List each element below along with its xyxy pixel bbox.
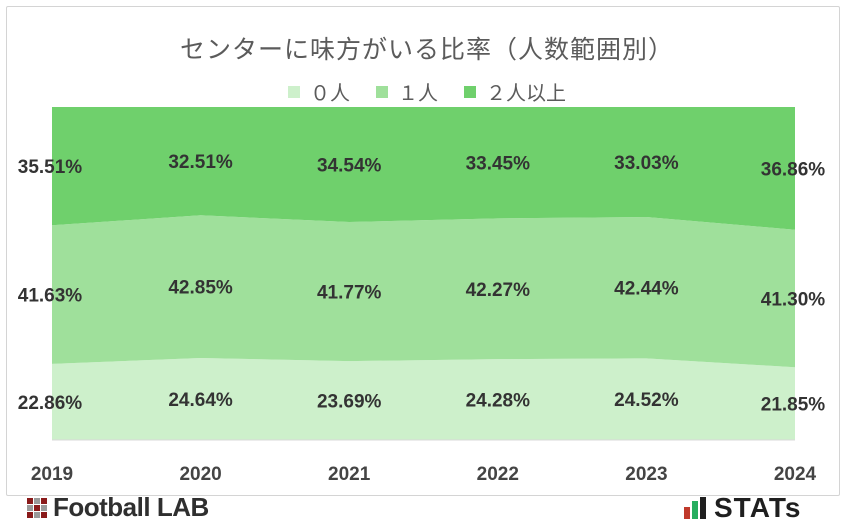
data-label-s2-5: 36.86% xyxy=(761,159,826,180)
data-label-s0-4: 24.52% xyxy=(614,390,679,411)
x-tick-label-2023: 2023 xyxy=(625,464,667,485)
legend-swatch-two-plus xyxy=(464,85,476,98)
data-label-s1-1: 42.85% xyxy=(168,278,233,299)
legend-swatch-one xyxy=(376,85,388,98)
legend-swatch-zero xyxy=(288,85,300,98)
data-label-s2-4: 33.03% xyxy=(614,153,679,174)
legend-item-two-plus: ２人以上 xyxy=(464,77,566,106)
legend-label-one: １人 xyxy=(398,81,438,105)
x-tick-label-2022: 2022 xyxy=(477,464,519,485)
football-lab-grid-icon xyxy=(27,497,47,518)
stats-bars-icon xyxy=(684,497,706,519)
data-label-s0-3: 24.28% xyxy=(466,391,531,412)
data-label-s1-4: 42.44% xyxy=(614,279,679,300)
data-label-s2-1: 32.51% xyxy=(168,152,233,173)
data-label-s1-5: 41.30% xyxy=(761,289,826,310)
data-label-s0-2: 23.69% xyxy=(317,392,382,413)
legend-item-one: １人 xyxy=(376,77,438,106)
area-band-0 xyxy=(52,357,795,440)
chart-legend: ０人 １人 ２人以上 xyxy=(0,77,854,106)
data-label-s0-5: 21.85% xyxy=(761,395,826,416)
x-tick-label-2021: 2021 xyxy=(328,464,371,485)
area-band-2 xyxy=(52,107,795,230)
data-label-s0-1: 24.64% xyxy=(168,390,233,411)
data-label-s1-2: 41.77% xyxy=(317,283,382,304)
football-lab-text: Football LAB xyxy=(53,492,209,522)
x-tick-label-2019: 2019 xyxy=(31,464,73,485)
data-label-s1-0: 41.63% xyxy=(18,286,83,307)
data-label-s1-3: 42.27% xyxy=(466,280,531,301)
legend-label-zero: ０人 xyxy=(310,81,350,105)
x-tick-label-2020: 2020 xyxy=(179,464,221,485)
data-label-s2-3: 33.45% xyxy=(466,154,531,175)
data-label-s2-0: 35.51% xyxy=(18,157,83,178)
area-band-1 xyxy=(52,215,795,368)
chart-title: センターに味方がいる比率（人数範囲別） xyxy=(179,35,674,64)
data-label-s0-0: 22.86% xyxy=(18,393,83,414)
football-lab-logo: Football LAB xyxy=(27,492,209,523)
x-tick-label-2024: 2024 xyxy=(774,464,817,485)
legend-label-two-plus: ２人以上 xyxy=(486,81,566,105)
legend-item-zero: ０人 xyxy=(288,77,350,106)
stats-text: STATs xyxy=(714,492,802,523)
stats-logo: STATs xyxy=(684,492,801,524)
data-label-s2-2: 34.54% xyxy=(317,156,382,177)
